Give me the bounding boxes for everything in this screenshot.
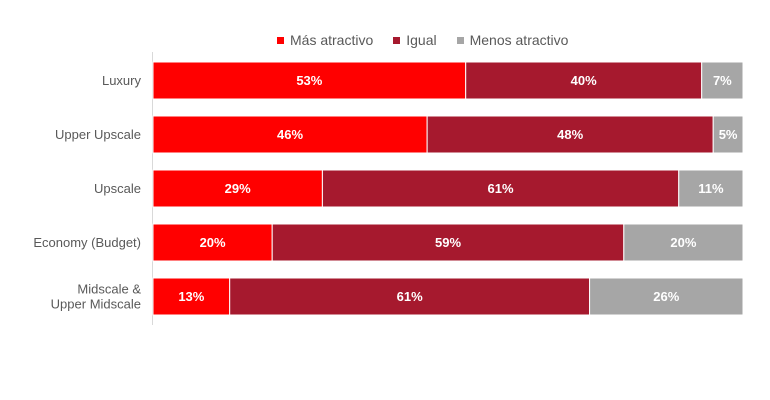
bar-segment <box>589 277 744 316</box>
legend-label-mas-atractivo: Más atractivo <box>290 32 374 48</box>
data-label: 13% <box>178 289 204 304</box>
data-label: 20% <box>200 235 226 250</box>
bar-segment <box>426 115 714 154</box>
data-label: 5% <box>719 127 738 142</box>
data-label: 61% <box>397 289 423 304</box>
category-label: Luxury <box>102 73 142 88</box>
data-label: 53% <box>296 73 322 88</box>
legend-swatch-igual <box>393 36 401 44</box>
bar-segment <box>152 115 428 154</box>
category-label: Midscale & Upper Midscale <box>51 282 142 312</box>
bar-segment <box>229 277 591 316</box>
bar-segment <box>271 223 625 262</box>
legend-swatch-mas-atractivo <box>277 36 284 44</box>
legend-label-menos-atractivo: Menos atractivo <box>469 32 569 48</box>
data-label: 26% <box>653 289 679 304</box>
data-label: 29% <box>225 181 251 196</box>
legend: Más atractivo Igual Menos atractivo <box>277 32 568 48</box>
legend-item-igual: Igual <box>393 32 437 48</box>
bar-segment <box>678 169 744 208</box>
legend-label-igual: Igual <box>406 32 437 48</box>
bar-segment <box>152 277 231 316</box>
data-label: 11% <box>698 181 724 196</box>
data-label: 20% <box>670 235 696 250</box>
data-label: 46% <box>277 127 303 142</box>
category-label: Upscale <box>94 181 141 196</box>
legend-item-mas-atractivo: Más atractivo <box>277 32 373 48</box>
data-label: 7% <box>713 73 732 88</box>
bar-segment <box>465 61 703 100</box>
bar-segment <box>712 115 744 154</box>
data-label: 59% <box>435 235 461 250</box>
data-label: 40% <box>571 73 597 88</box>
category-label: Upper Upscale <box>55 127 141 142</box>
legend-item-menos-atractivo: Menos atractivo <box>456 32 569 48</box>
data-label: 48% <box>557 127 583 142</box>
legend-swatch-menos-atractivo <box>456 36 464 44</box>
bar-segment <box>623 223 744 262</box>
data-label: 61% <box>488 181 514 196</box>
category-label: Economy (Budget) <box>33 235 141 250</box>
bar-segment <box>701 61 744 100</box>
bar-segment <box>152 61 467 100</box>
